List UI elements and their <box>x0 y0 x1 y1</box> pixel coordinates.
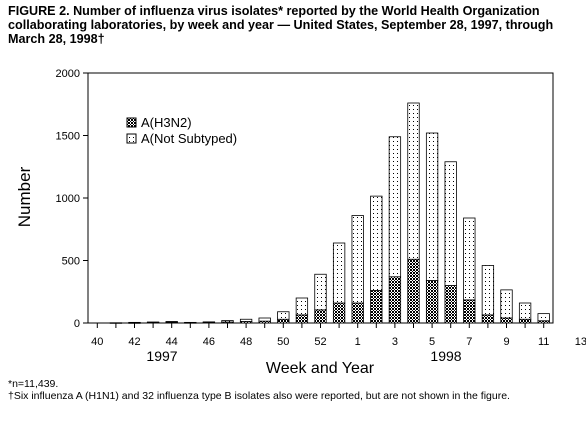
y-tick-label: 0 <box>74 318 80 330</box>
footnote-n: *n=11,439. <box>8 378 59 390</box>
bar-not-subtyped <box>202 321 216 323</box>
bar-not-subtyped <box>239 318 253 322</box>
bar-not-subtyped <box>295 297 309 316</box>
x-tick-label: 7 <box>466 336 472 348</box>
bar-not-subtyped <box>277 311 290 320</box>
x-tick-label: 11 <box>538 336 549 348</box>
y-axis-label: Number <box>15 166 34 227</box>
bar-not-subtyped <box>481 265 495 316</box>
legend-label-not-subtyped: A(Not Subtyped) <box>141 131 237 146</box>
x-axis: 40 42 44 46 48 50 52 1 3 5 7 9 11 13 <box>91 323 586 348</box>
bar-not-subtyped <box>314 273 327 311</box>
bars <box>109 102 550 324</box>
bar-not-subtyped <box>388 136 402 278</box>
x-tick-label: 13 <box>575 336 586 348</box>
bar-h3n2 <box>481 314 495 324</box>
bar-h3n2 <box>444 285 457 324</box>
bar-h3n2 <box>518 318 532 324</box>
bar-not-subtyped <box>146 321 160 324</box>
bar-h3n2 <box>463 299 476 324</box>
legend-swatch-not-subtyped <box>126 133 137 144</box>
y-tick-label: 1500 <box>56 131 80 143</box>
x-tick-label: 5 <box>429 336 435 348</box>
figure-title: FIGURE 2. Number of influenza virus isol… <box>8 4 554 46</box>
bar-not-subtyped <box>184 321 197 324</box>
bar-not-subtyped <box>221 320 234 323</box>
x-tick-label: 46 <box>203 336 215 348</box>
bar-h3n2 <box>500 317 513 324</box>
x-tick-label: 9 <box>503 336 509 348</box>
x-tick-label: 3 <box>392 336 398 348</box>
bar-not-subtyped <box>425 132 439 281</box>
y-tick-label: 1000 <box>56 193 80 205</box>
y-axis: 0 500 1000 1500 2000 <box>56 68 88 330</box>
x-tick-label: 52 <box>314 336 326 348</box>
x-tick-label: 50 <box>277 336 289 348</box>
bar-not-subtyped <box>444 161 457 286</box>
bar-not-subtyped <box>500 289 513 319</box>
bar-h3n2 <box>425 280 439 324</box>
x-tick-label: 42 <box>128 336 140 348</box>
x-tick-label: 44 <box>166 336 178 348</box>
bar-not-subtyped <box>332 242 346 304</box>
bar-h3n2 <box>407 258 420 324</box>
bar-not-subtyped <box>351 215 364 304</box>
bar-not-subtyped <box>463 217 476 301</box>
footnote-other-isolates: †Six influenza A (H1N1) and 32 influenza… <box>8 390 510 402</box>
bar-h3n2 <box>332 302 346 324</box>
x-tick-label: 40 <box>91 336 103 348</box>
y-tick-label: 500 <box>62 256 80 268</box>
bar-not-subtyped <box>518 302 532 320</box>
bar-not-subtyped <box>407 102 420 260</box>
bar-h3n2 <box>295 314 309 324</box>
y-tick-label: 2000 <box>56 68 80 80</box>
bar-h3n2 <box>351 302 364 324</box>
bar-not-subtyped <box>165 321 178 323</box>
bar-h3n2 <box>277 318 290 324</box>
legend: A(H3N2)A(Not Subtyped) <box>126 115 237 146</box>
bar-not-subtyped <box>258 317 271 322</box>
year-label-1998: 1998 <box>430 348 461 364</box>
bar-h3n2 <box>388 276 402 324</box>
bar-not-subtyped <box>128 321 141 324</box>
footnotes: *n=11,439. †Six influenza A (H1N1) and 3… <box>8 378 580 402</box>
bar-not-subtyped <box>370 195 383 291</box>
bar-h3n2 <box>314 309 327 324</box>
bar-h3n2 <box>370 290 383 324</box>
year-label-1997: 1997 <box>146 348 177 364</box>
x-tick-label: 48 <box>240 336 252 348</box>
x-axis-label: Week and Year <box>266 360 375 377</box>
bar-not-subtyped <box>537 313 550 322</box>
legend-label-h3n2: A(H3N2) <box>141 115 192 130</box>
x-tick-label: 1 <box>355 336 361 348</box>
legend-swatch-h3n2 <box>126 117 137 128</box>
